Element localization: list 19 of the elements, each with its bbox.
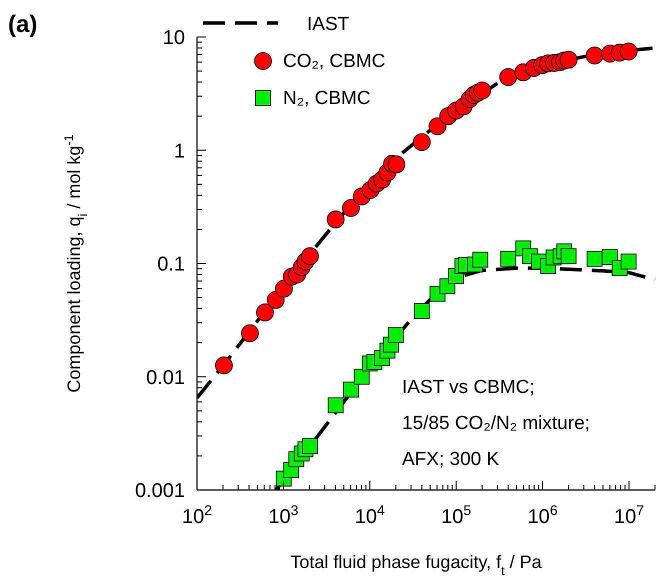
legend-label: CO₂, CBMC bbox=[283, 51, 386, 72]
x-axis-title: Total fluid phase fugacity, f$_{t}$ / Pa bbox=[290, 552, 543, 578]
y-tick-label: 10 bbox=[162, 27, 185, 49]
x-tick-label: 10$^{6}$ bbox=[528, 502, 558, 528]
y-tick-label: 1 bbox=[174, 140, 185, 162]
legend-label: IAST bbox=[307, 14, 350, 35]
annotation: 15/85 CO₂/N₂ mixture; bbox=[402, 413, 590, 434]
x-tick-label: 10$^{7}$ bbox=[614, 502, 644, 528]
x-tick-label: 10$^{5}$ bbox=[441, 502, 472, 528]
legend-label: N₂, CBMC bbox=[283, 88, 371, 109]
chart-title: (a) bbox=[8, 11, 38, 38]
annotation: IAST vs CBMC; bbox=[402, 377, 535, 398]
x-tick-label: 10$^{4}$ bbox=[354, 502, 386, 528]
x-tick-label: 10$^{2}$ bbox=[182, 502, 212, 528]
y-tick-label: 0.1 bbox=[157, 254, 185, 276]
y-tick-label: 0.01 bbox=[146, 366, 185, 389]
x-tick-label: 10$^{3}$ bbox=[268, 502, 299, 528]
y-tick-label: 0.001 bbox=[134, 480, 185, 502]
annotation: AFX; 300 K bbox=[402, 449, 500, 470]
